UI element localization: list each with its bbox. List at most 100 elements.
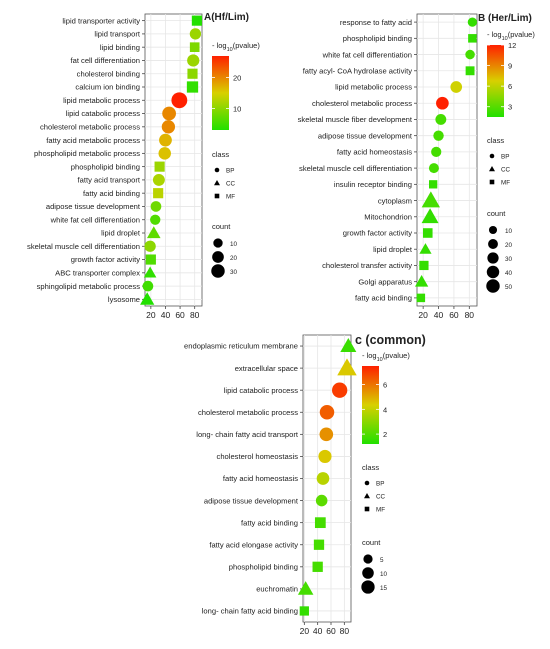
class-legend-label: CC — [226, 180, 236, 187]
y-tick-label: fatty acid homeostasis — [223, 474, 298, 483]
y-tick-label: lipid transporter activity — [62, 16, 140, 25]
class-legend-label: CC — [501, 166, 511, 173]
color-legend-label: 9 — [508, 62, 512, 71]
size-legend-key — [488, 239, 498, 249]
data-point — [154, 161, 165, 172]
data-point — [332, 382, 348, 398]
class-legend-key — [489, 179, 495, 185]
chart-panel-2: 20 40 60 80 response to fatty acid phospholip… — [298, 13, 536, 320]
y-tick-label: ABC transporter complex — [55, 269, 140, 278]
size-legend-label: 15 — [380, 585, 388, 592]
size-legend-label: 30 — [230, 269, 238, 276]
size-legend-label: 20 — [505, 242, 513, 249]
y-tick-label: lipid droplet — [373, 245, 413, 254]
data-point — [414, 275, 429, 287]
data-point — [431, 146, 442, 158]
y-tick-label: adipose tissue development — [204, 496, 299, 505]
data-point — [315, 494, 328, 507]
y-tick-label: fatty acyl- CoA hydrolase activity — [303, 66, 413, 75]
class-legend-label: MF — [376, 506, 385, 513]
color-legend-title: - log10(pvalue) — [362, 351, 410, 363]
size-legend-label: 50 — [505, 284, 513, 291]
size-legend-label: 10 — [505, 228, 513, 235]
size-legend-title: count — [487, 209, 506, 218]
size-legend-key — [363, 554, 373, 564]
data-point — [435, 114, 447, 125]
y-tick-label: lipid droplet — [101, 229, 141, 238]
y-tick-label: cytoplasm — [378, 196, 412, 205]
y-tick-label: adipose tissue development — [318, 131, 413, 140]
x-tick-label: 40 — [313, 626, 323, 636]
y-tick-label: fatty acid binding — [241, 518, 298, 527]
y-tick-label: fatty acid transport — [78, 176, 141, 185]
y-tick-label: lipid metabolic process — [335, 83, 412, 92]
class-legend-label: BP — [501, 153, 509, 160]
data-point — [171, 92, 188, 109]
data-point — [467, 17, 478, 27]
panel-title: B (Her/Lim) — [478, 13, 532, 24]
y-tick-label: Mitochondrion — [364, 212, 412, 221]
data-point — [465, 49, 475, 60]
data-point — [319, 405, 335, 420]
size-legend-label: 10 — [230, 241, 238, 248]
y-tick-label: cholesterol transfer activity — [322, 261, 412, 270]
data-point — [159, 133, 172, 147]
data-point — [186, 81, 199, 93]
x-tick-label: 60 — [449, 310, 459, 320]
size-legend-title: count — [212, 222, 231, 231]
data-point — [153, 188, 164, 199]
data-point — [143, 266, 157, 278]
y-tick-label: fat cell differentiation — [70, 56, 140, 65]
y-tick-label: fatty acid binding — [83, 189, 140, 198]
data-point — [468, 34, 477, 43]
data-point — [422, 228, 433, 238]
y-tick-label: long- chain fatty acid transport — [196, 430, 299, 439]
y-tick-label: lipid catabolic process — [66, 109, 140, 118]
panel-title: A(Hf/Lim) — [204, 12, 249, 23]
size-legend-label: 40 — [505, 270, 513, 277]
data-point — [150, 201, 162, 212]
x-tick-label: 80 — [340, 626, 350, 636]
y-tick-label: cholesterol metabolic process — [198, 408, 298, 417]
data-point — [419, 260, 429, 271]
color-legend-label: 6 — [383, 381, 387, 390]
class-legend-key — [364, 506, 370, 512]
data-point — [450, 81, 463, 93]
data-point — [436, 96, 449, 110]
panel-title: c (common) — [355, 333, 426, 347]
x-tick-label: 60 — [326, 626, 336, 636]
color-legend-bar — [362, 366, 379, 444]
data-point — [145, 254, 156, 265]
y-tick-label: growth factor activity — [71, 255, 140, 264]
y-tick-label: lipid transport — [94, 30, 140, 39]
class-legend-title: class — [362, 463, 379, 472]
data-point — [150, 214, 161, 225]
class-legend-key — [214, 193, 220, 199]
data-point — [428, 163, 439, 174]
data-point — [161, 120, 176, 134]
color-legend-bar — [487, 45, 504, 117]
plot-area — [416, 13, 478, 307]
class-legend-title: class — [487, 136, 504, 145]
color-legend-bar — [212, 56, 229, 130]
color-legend-title: - log10(pvalue) — [212, 41, 260, 53]
y-tick-label: phospholipid binding — [229, 563, 298, 572]
y-tick-label: endoplasmic reticulum membrane — [184, 342, 298, 351]
data-point — [187, 68, 198, 79]
class-legend-label: BP — [226, 167, 234, 174]
x-tick-label: 40 — [161, 310, 171, 320]
y-tick-label: phospholipid binding — [71, 162, 140, 171]
y-tick-label: cholesterol binding — [77, 69, 140, 78]
y-tick-label: calcium ion binding — [75, 83, 140, 92]
size-legend-key — [486, 265, 500, 279]
y-tick-label: fatty acid binding — [355, 294, 412, 303]
y-tick-label: phospholipid metabolic process — [34, 149, 140, 158]
data-point — [421, 208, 439, 224]
data-point — [416, 293, 426, 303]
class-legend-key — [214, 180, 220, 186]
size-legend-key — [487, 252, 499, 264]
size-legend-label: 30 — [505, 256, 513, 263]
size-legend-label: 5 — [380, 557, 384, 564]
data-point — [146, 226, 161, 239]
data-point — [297, 581, 314, 595]
